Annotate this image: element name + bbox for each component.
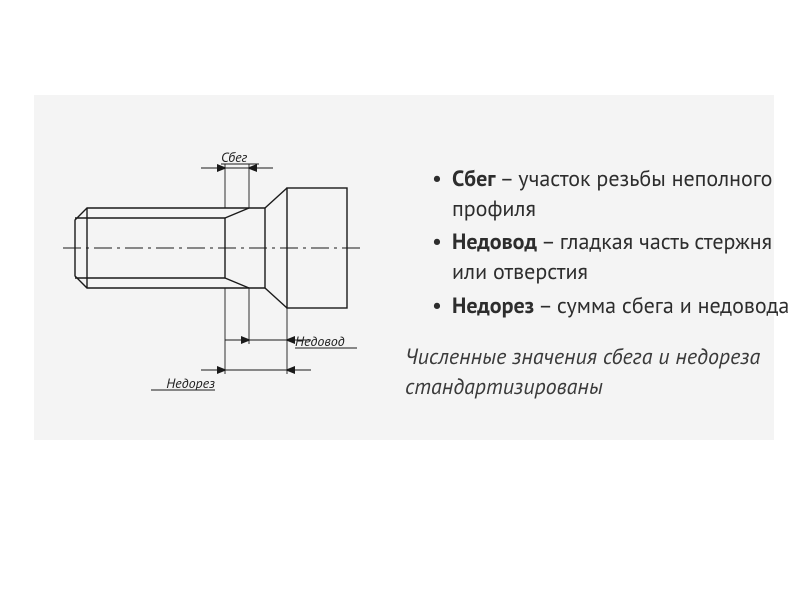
svg-text:Недорез: Недорез xyxy=(166,374,215,392)
svg-text:Недовод: Недовод xyxy=(295,332,345,350)
technical-drawing: Сбег Недовод Недорез xyxy=(55,140,395,430)
caption-note: Численные значения сбега и недореза стан… xyxy=(405,343,790,402)
term-name: Недорез xyxy=(452,292,534,320)
term-name: Недовод xyxy=(452,228,537,256)
term-item: Недовод – гладкая часть стержня или отве… xyxy=(430,228,790,287)
term-list: Сбег – участок резьбы неполного профиляН… xyxy=(430,165,790,321)
svg-text:Сбег: Сбег xyxy=(221,148,248,166)
definitions-column: Сбег – участок резьбы неполного профиляН… xyxy=(430,165,790,403)
term-definition: – сумма сбега и недовода xyxy=(534,292,789,320)
term-name: Сбег xyxy=(452,165,496,193)
term-item: Сбег – участок резьбы неполного профиля xyxy=(430,165,790,224)
term-item: Недорез – сумма сбега и недовода xyxy=(430,292,790,322)
term-definition: – участок резьбы неполного профиля xyxy=(452,165,772,223)
